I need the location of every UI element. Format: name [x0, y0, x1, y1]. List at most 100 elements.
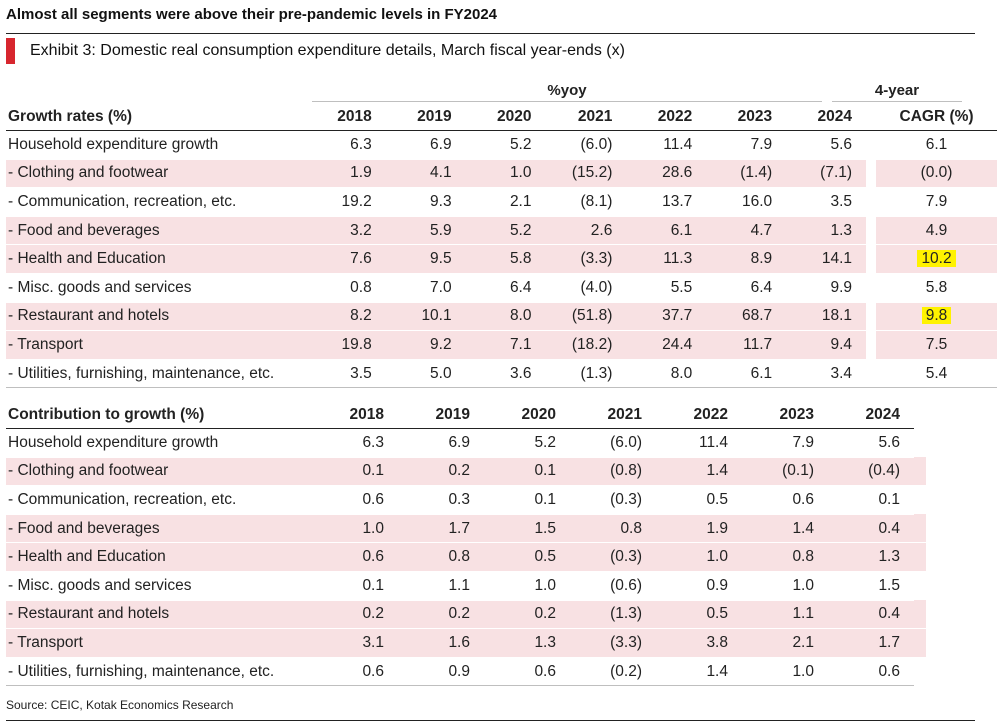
- value-cell: 0.8: [742, 542, 828, 572]
- value-cell: 16.0: [706, 187, 787, 217]
- spacer: [866, 130, 877, 160]
- top-rule: [6, 33, 975, 34]
- value-cell: 1.9: [307, 159, 386, 189]
- spacer: [866, 330, 877, 360]
- spacer: [866, 187, 877, 217]
- value-cell: 2.6: [545, 216, 627, 246]
- table-row: - Restaurant and hotels 8.2 10.1 8.0 (51.8) 3…: [6, 302, 997, 332]
- value-cell: 1.0: [465, 159, 546, 189]
- value-cell: 1.9: [656, 514, 742, 544]
- value-cell: 0.1: [314, 457, 398, 487]
- year-header: 2019: [385, 104, 466, 131]
- value-cell: 1.0: [742, 571, 828, 601]
- source-note: Source: CEIC, Kotak Economics Research: [6, 698, 234, 712]
- row-highlight-extension: [914, 457, 926, 487]
- value-cell: 0.6: [314, 542, 398, 572]
- value-cell: 1.0: [484, 571, 570, 601]
- value-cell: (6.0): [545, 130, 627, 160]
- value-cell: 1.7: [828, 628, 914, 658]
- cagr-header: CAGR (%): [876, 104, 997, 131]
- table-row: - Clothing and footwear 0.1 0.2 0.1 (0.8) 1.4…: [6, 457, 926, 487]
- table-row: - Communication, recreation, etc. 0.6 0.3 0…: [6, 485, 926, 515]
- value-cell: 5.2: [484, 428, 570, 458]
- value-cell: 2.1: [465, 187, 546, 217]
- year-header: 2024: [786, 104, 867, 131]
- cagr-cell: 5.8: [876, 273, 997, 303]
- value-cell: 5.2: [465, 130, 546, 160]
- cagr-value: 7.9: [925, 192, 948, 210]
- row-label: - Clothing and footwear: [6, 457, 314, 487]
- value-cell: 6.9: [398, 428, 484, 458]
- value-cell: 9.2: [385, 330, 466, 360]
- table-row: - Transport 19.8 9.2 7.1 (18.2) 24.4 11.7 9.4 7.…: [6, 330, 997, 360]
- row-highlight-extension: [914, 514, 926, 544]
- contribution-table: Contribution to growth (%) 2018 2019 2020 20…: [6, 402, 926, 687]
- value-cell: 4.1: [385, 159, 466, 189]
- value-cell: 0.8: [398, 542, 484, 572]
- cagr-cell: 10.2: [876, 244, 997, 274]
- highlighted-cagr-value: 9.8: [921, 307, 952, 325]
- value-cell: 0.3: [398, 485, 484, 515]
- year-header: 2024: [828, 402, 914, 429]
- row-label: - Communication, recreation, etc.: [6, 485, 314, 515]
- value-cell: 1.1: [742, 600, 828, 630]
- cagr-cell: 7.9: [876, 187, 997, 217]
- value-cell: 0.1: [314, 571, 398, 601]
- value-cell: 8.0: [465, 302, 546, 332]
- value-cell: (18.2): [545, 330, 627, 360]
- exhibit-title: Exhibit 3: Domestic real consumption exp…: [30, 42, 625, 59]
- value-cell: (3.3): [545, 244, 627, 274]
- table-row: - Misc. goods and services 0.8 7.0 6.4 (4.0)…: [6, 273, 997, 303]
- header-row: Growth rates (%) 2018 2019 2020 2021 2022 2023…: [6, 104, 997, 131]
- value-cell: 19.2: [307, 187, 386, 217]
- growth-rates-table: Growth rates (%) 2018 2019 2020 2021 2022 2023…: [6, 104, 997, 389]
- value-cell: 0.2: [314, 600, 398, 630]
- table-row: - Clothing and footwear 1.9 4.1 1.0 (15.2) 28…: [6, 159, 997, 189]
- row-label: - Food and beverages: [6, 216, 308, 246]
- value-cell: 0.8: [570, 514, 656, 544]
- row-label: Household expenditure growth: [6, 428, 314, 458]
- table-row: - Utilities, furnishing, maintenance, et…: [6, 657, 926, 687]
- spacer: [866, 104, 877, 131]
- row-label: - Transport: [6, 628, 314, 658]
- value-cell: 5.2: [465, 216, 546, 246]
- value-cell: 0.5: [656, 600, 742, 630]
- spacer: [866, 159, 877, 189]
- table-row: Household expenditure growth 6.3 6.9 5.2 (6.…: [6, 130, 997, 160]
- cagr-cell: 6.1: [876, 130, 997, 160]
- cagr-value: (0.0): [920, 164, 953, 182]
- value-cell: 0.2: [398, 600, 484, 630]
- table-row: - Restaurant and hotels 0.2 0.2 0.2 (1.3) 0.5…: [6, 600, 926, 630]
- value-cell: 0.8: [307, 273, 386, 303]
- spacer: [866, 273, 877, 303]
- value-cell: 5.0: [385, 359, 466, 389]
- value-cell: 8.0: [626, 359, 707, 389]
- value-cell: 1.3: [828, 542, 914, 572]
- year-header: 2019: [398, 402, 484, 429]
- value-cell: 11.7: [706, 330, 787, 360]
- value-cell: (1.3): [545, 359, 627, 389]
- row-highlight-extension: [914, 600, 926, 630]
- row-label: Household expenditure growth: [6, 130, 308, 160]
- table-row: - Food and beverages 3.2 5.9 5.2 2.6 6.1 4.7 1.…: [6, 216, 997, 246]
- value-cell: 1.1: [398, 571, 484, 601]
- value-cell: 3.5: [307, 359, 386, 389]
- row-label: - Transport: [6, 330, 308, 360]
- row-label: - Misc. goods and services: [6, 273, 308, 303]
- row-label-header: Growth rates (%): [6, 104, 308, 131]
- value-cell: 6.9: [385, 130, 466, 160]
- value-cell: 0.5: [656, 485, 742, 515]
- year-header: 2020: [465, 104, 546, 131]
- value-cell: (15.2): [545, 159, 627, 189]
- value-cell: 18.1: [786, 302, 867, 332]
- value-cell: 37.7: [626, 302, 707, 332]
- row-label: - Utilities, furnishing, maintenance, et…: [6, 657, 314, 687]
- value-cell: 5.6: [828, 428, 914, 458]
- value-cell: 0.1: [484, 457, 570, 487]
- row-highlight-extension: [914, 542, 926, 572]
- value-cell: 1.4: [656, 657, 742, 687]
- year-header: 2022: [626, 104, 707, 131]
- year-header: 2021: [545, 104, 627, 131]
- value-cell: 2.1: [742, 628, 828, 658]
- value-cell: 0.4: [828, 600, 914, 630]
